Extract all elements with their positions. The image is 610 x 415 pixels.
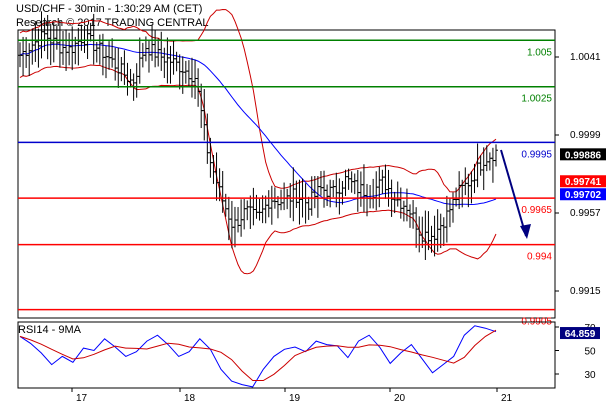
rsi-tick-label: 30	[584, 370, 596, 381]
x-tick-label: 18	[184, 393, 196, 404]
rsi-panel-frame	[17, 321, 556, 389]
chart-header: USD/CHF - 30min - 1:30:29 AM (CET) Resea…	[16, 3, 209, 29]
level-label: 1.0025	[521, 94, 552, 105]
rsi-tick-label: 50	[584, 347, 596, 358]
chart-title: USD/CHF - 30min - 1:30:29 AM (CET)	[16, 3, 202, 15]
moving-average-line	[19, 43, 497, 206]
bollinger-upper-line	[19, 8, 497, 193]
projection-arrow-head	[520, 224, 531, 239]
level-label: 0.9965	[521, 205, 552, 216]
price-panel-frame	[17, 29, 556, 319]
projection-arrow-line	[500, 149, 527, 237]
x-tick-label: 20	[394, 393, 406, 404]
rsi-title: RSI14 - 9MA	[18, 324, 82, 336]
rsi-line	[19, 325, 497, 388]
x-axis: 17 18 19 20 21	[71, 388, 513, 404]
y-tick-label: 0.9957	[570, 208, 601, 219]
price-tag-label: 0.99886	[565, 150, 602, 161]
bollinger-lower-line	[19, 64, 497, 275]
chart-subtitle: Research © 2017 TRADING CENTRAL	[16, 17, 209, 29]
price-tag-box	[560, 188, 606, 201]
ohlc-bars	[18, 11, 498, 260]
rsi-value-label: 64.859	[565, 329, 596, 340]
price-tag-box	[560, 148, 606, 161]
rsi-value-box	[560, 327, 600, 340]
rsi-panel: RSI14 - 9MA 70503064.859	[17, 321, 600, 389]
level-label: 1.005	[527, 47, 552, 58]
y-tick-label: 0.9915	[570, 286, 601, 297]
price-tag-label: 0.99741	[565, 177, 602, 188]
y-tick-label: 1.0041	[570, 52, 601, 63]
price-tag-label: 0.99702	[565, 190, 602, 201]
x-tick-label: 19	[289, 393, 301, 404]
x-tick-label: 17	[76, 393, 88, 404]
y-tick-label: 0.9999	[570, 130, 601, 141]
level-label: 0.9995	[521, 149, 552, 160]
price-tag-box	[560, 175, 606, 188]
rsi-ma-line	[19, 329, 497, 381]
price-panel: 1.0041 0.9999 0.9957 0.9915 1.005 1.0025 0.999…	[17, 8, 606, 328]
level-label: 0.994	[527, 252, 552, 263]
x-tick-label: 21	[501, 393, 513, 404]
